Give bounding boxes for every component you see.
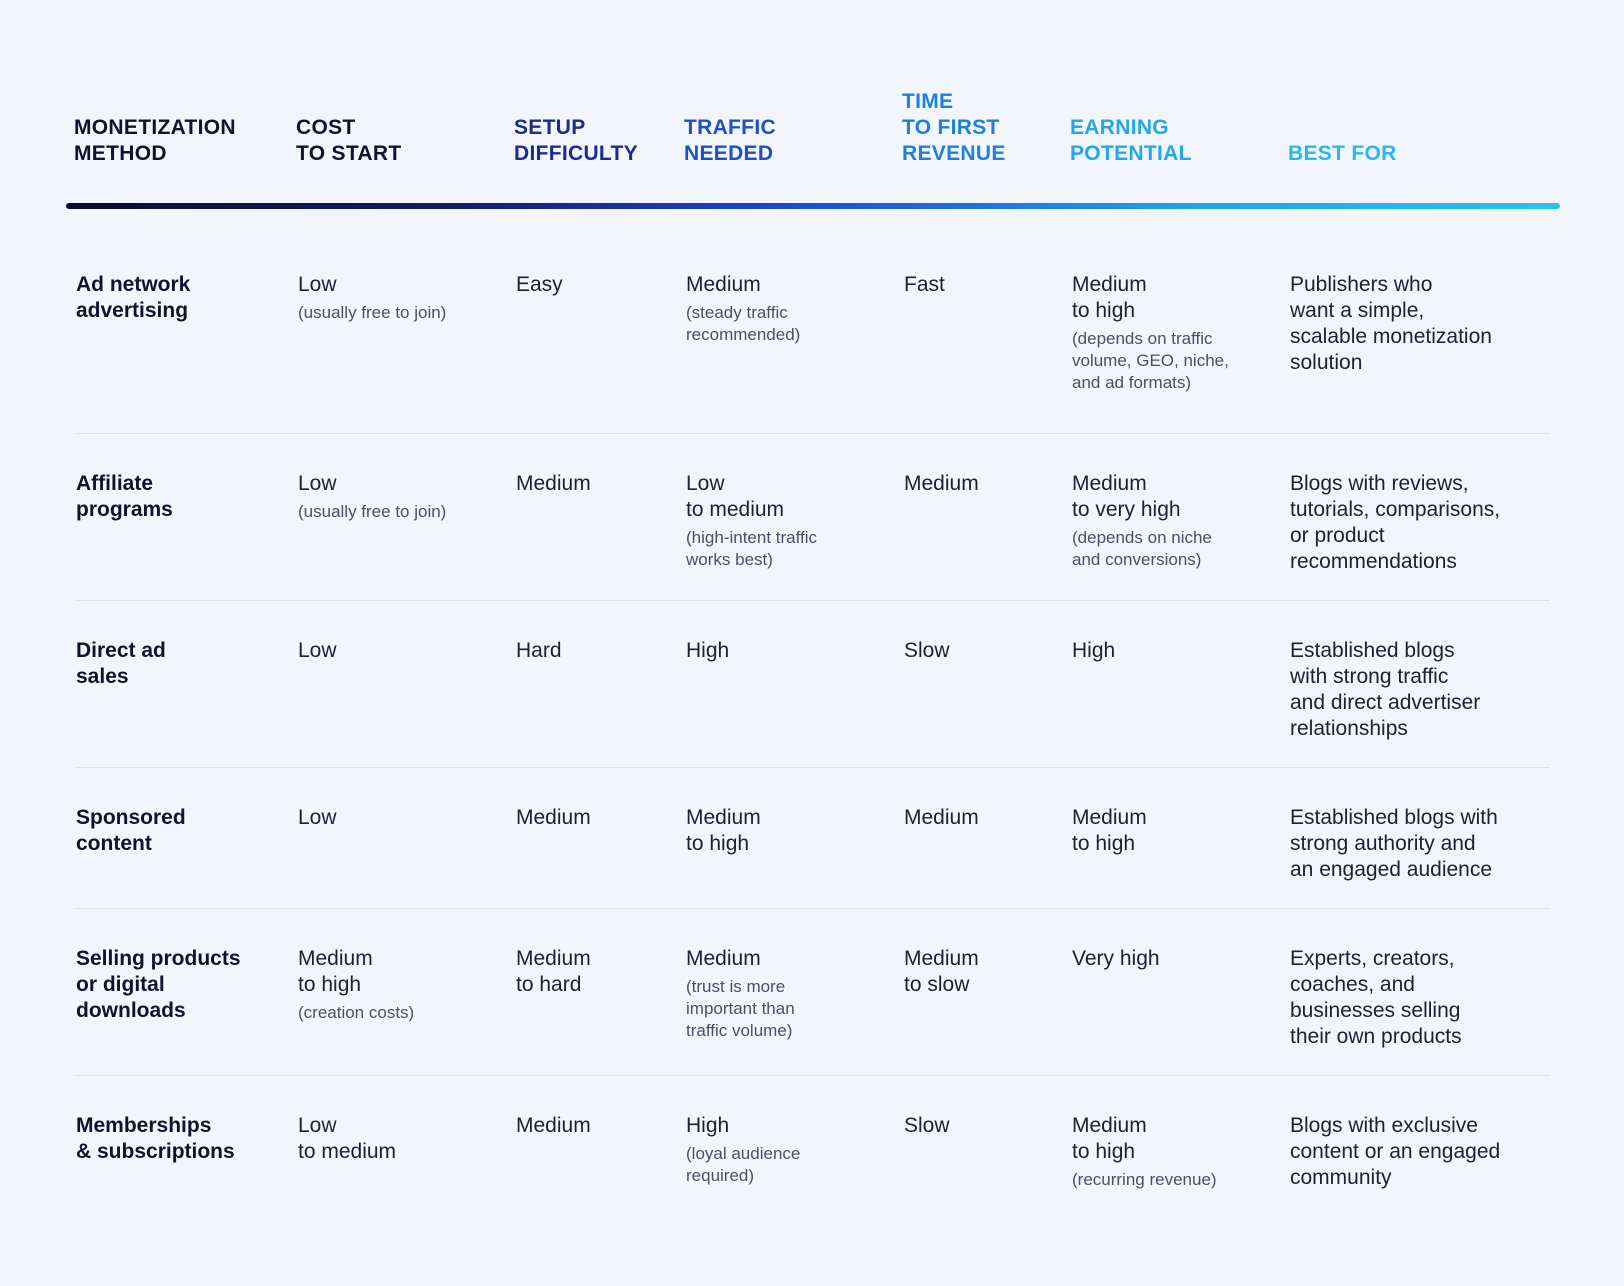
time-value: Medium [904,472,979,495]
earning-value: Very high [1072,947,1160,970]
traffic-value: Medium to high [686,806,761,855]
earning-value: Medium to very high [1072,472,1181,521]
cell-best-for: Blogs with reviews, tutorials, compariso… [1290,472,1501,573]
cell-cost: Medium to high (creation costs) [298,946,414,1024]
cell-best-for: Established blogs with strong traffic an… [1290,639,1481,740]
cell-setup: Hard [516,638,562,664]
earning-value: High [1072,639,1116,662]
cell-traffic: Medium (trust is more important than tra… [686,946,795,1042]
cell-traffic: Medium to high [686,805,761,857]
time-value: Fast [904,273,945,296]
table-row: Sponsored content Low Medium Medium to h… [76,768,1550,909]
cell-setup: Medium [516,805,591,831]
cost-note: (usually free to join) [298,303,447,322]
cost-value: Low to medium [298,1114,397,1163]
cell-earning: High [1072,638,1115,664]
table-row: Ad network advertising Low (usually free… [76,209,1550,434]
setup-value: Medium [516,806,591,829]
cost-value: Low [298,806,337,829]
header-monetization-method: MONETIZATION METHOD [74,116,236,165]
earning-value: Medium to high [1072,1114,1147,1163]
cost-value: Low [298,472,337,495]
monetization-comparison-table: MONETIZATION METHOD COST TO START SETUP … [66,0,1560,1189]
setup-value: Medium to hard [516,947,591,996]
cell-cost: Low (usually free to join) [298,471,446,523]
cell-setup: Easy [516,272,563,298]
cell-best-for: Established blogs with strong authority … [1290,806,1498,881]
table-row: Direct ad sales Low Hard High Slow High … [76,601,1550,768]
table-header: MONETIZATION METHOD COST TO START SETUP … [66,0,1560,200]
table-row: Affiliate programs Low (usually free to … [76,434,1550,601]
cell-traffic: Low to medium (high-intent traffic works… [686,471,817,571]
traffic-note: (steady traffic recommended) [686,303,801,344]
cell-time: Slow [904,1113,950,1139]
cell-cost: Low (usually free to join) [298,272,446,324]
earning-note: (recurring revenue) [1072,1170,1217,1189]
cell-earning: Medium to high (recurring revenue) [1072,1113,1217,1191]
cell-earning: Very high [1072,946,1160,972]
cost-note: (usually free to join) [298,502,447,521]
cell-cost: Low [298,638,337,664]
cell-best-for: Blogs with exclusive content or an engag… [1290,1114,1501,1189]
header-setup-difficulty: SETUP DIFFICULTY [514,116,638,165]
time-value: Medium [904,806,979,829]
table-row: Memberships & subscriptions Low to mediu… [76,1076,1550,1226]
cost-value: Low [298,639,337,662]
time-value: Slow [904,1114,950,1137]
traffic-value: Low to medium [686,472,785,521]
earning-note: (depends on niche and conversions) [1072,528,1212,569]
cell-earning: Medium to high [1072,805,1147,857]
cell-time: Slow [904,638,950,664]
traffic-note: (trust is more important than traffic vo… [686,977,795,1040]
setup-value: Medium [516,472,591,495]
cell-method: Ad network advertising [76,273,191,322]
header-earning-potential: EARNING POTENTIAL [1070,116,1192,165]
traffic-value: High [686,639,730,662]
cell-setup: Medium to hard [516,946,591,998]
cell-time: Medium [904,805,979,831]
header-best-for: BEST FOR [1288,142,1397,165]
earning-value: Medium to high [1072,273,1147,322]
setup-value: Easy [516,273,563,296]
traffic-note: (high-intent traffic works best) [686,528,818,569]
cell-traffic: High [686,638,729,664]
header-cost-to-start: COST TO START [296,116,402,165]
traffic-note: (loyal audience required) [686,1144,801,1185]
cell-method: Affiliate programs [76,472,173,521]
cell-traffic: Medium (steady traffic recommended) [686,272,800,346]
traffic-value: Medium [686,273,761,296]
cell-traffic: High (loyal audience required) [686,1113,800,1187]
cell-time: Medium to slow [904,946,979,998]
earning-value: Medium to high [1072,806,1147,855]
traffic-value: High [686,1114,730,1137]
cost-value: Medium to high [298,947,373,996]
cost-note: (creation costs) [298,1003,415,1022]
cell-cost: Low [298,805,337,831]
cost-value: Low [298,273,337,296]
traffic-value: Medium [686,947,761,970]
cell-best-for: Publishers who want a simple, scalable m… [1290,273,1492,374]
setup-value: Medium [516,1114,591,1137]
cell-earning: Medium to high (depends on traffic volum… [1072,272,1229,394]
table-body: Ad network advertising Low (usually free… [66,209,1560,1226]
cell-best-for: Experts, creators, coaches, and business… [1290,947,1462,1048]
cell-setup: Medium [516,1113,591,1139]
header-time-to-first-revenue: TIME TO FIRST REVENUE [902,90,1006,165]
setup-value: Hard [516,639,562,662]
cell-method: Direct ad sales [76,639,166,688]
earning-note: (depends on traffic volume, GEO, niche, … [1072,329,1229,392]
table-row: Selling products or digital downloads Me… [76,909,1550,1076]
cell-earning: Medium to very high (depends on niche an… [1072,471,1212,571]
time-value: Slow [904,639,950,662]
header-divider [66,203,1560,209]
header-traffic-needed: TRAFFIC NEEDED [684,116,776,165]
cell-setup: Medium [516,471,591,497]
time-value: Medium to slow [904,947,979,996]
cell-method: Memberships & subscriptions [76,1114,235,1163]
cell-time: Medium [904,471,979,497]
cell-time: Fast [904,272,945,298]
cell-method: Selling products or digital downloads [76,947,241,1022]
cell-cost: Low to medium [298,1113,396,1165]
cell-method: Sponsored content [76,806,186,855]
